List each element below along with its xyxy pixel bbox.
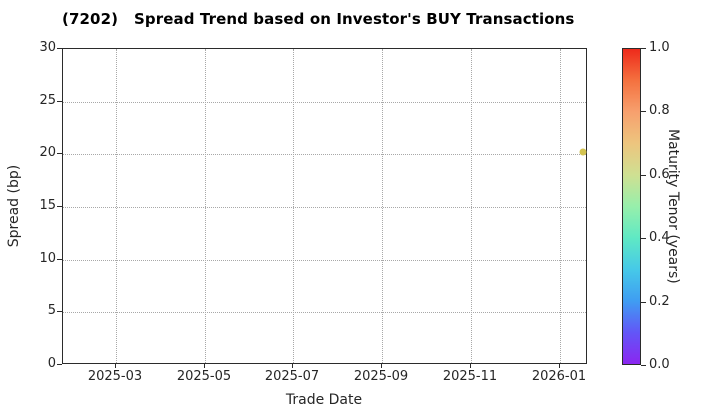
gridline-vertical [293, 49, 294, 363]
gridline-vertical [471, 49, 472, 363]
y-tick-label: 30 [39, 40, 56, 55]
colorbar-tick-label: 0.0 [649, 357, 670, 372]
y-tick-label: 5 [47, 303, 56, 318]
x-tick-label: 2025-05 [176, 369, 232, 384]
colorbar-gradient [622, 48, 641, 365]
colorbar-tick-label: 0.4 [649, 230, 670, 245]
plot-area [62, 48, 587, 364]
gridline-horizontal [63, 312, 586, 314]
y-tick-label: 25 [39, 93, 56, 108]
x-tick-label: 2025-03 [87, 369, 143, 384]
colorbar-tick-label: 0.6 [649, 167, 670, 182]
colorbar-tick-label: 0.2 [649, 294, 670, 309]
gridline-horizontal [63, 207, 586, 208]
y-tick-label: 15 [39, 198, 56, 213]
y-tick-mark [57, 311, 62, 313]
x-tick-label: 2025-09 [353, 369, 409, 384]
y-tick-mark [57, 258, 62, 260]
x-tick-label: 2025-07 [264, 369, 320, 384]
data-point [579, 148, 587, 156]
gridline-horizontal [63, 259, 586, 261]
x-tick-mark [292, 364, 293, 368]
x-tick-mark [559, 364, 560, 368]
colorbar-axis-label: Maturity Tenor (years) [665, 128, 681, 284]
chart-title: (7202) Spread Trend based on Investor's … [62, 10, 575, 28]
gridline-vertical [205, 49, 206, 363]
y-axis-label: Spread (bp) [6, 164, 22, 248]
x-tick-mark [115, 364, 116, 368]
y-tick-label: 0 [47, 356, 56, 371]
gridline-vertical [116, 49, 117, 363]
colorbar-tick-label: 1.0 [649, 40, 670, 55]
y-tick-label: 20 [39, 145, 56, 160]
y-tick-mark [57, 48, 62, 49]
x-axis-label: Trade Date [285, 392, 363, 408]
y-tick-mark [57, 153, 62, 155]
x-tick-label: 2025-11 [442, 369, 498, 384]
colorbar-tick-mark [641, 238, 646, 240]
x-tick-mark [204, 364, 205, 368]
y-tick-mark [57, 100, 62, 102]
x-tick-mark [470, 364, 471, 368]
gridline-horizontal [63, 101, 586, 103]
y-tick-mark [57, 206, 62, 207]
colorbar-tick-mark [641, 48, 646, 49]
y-tick-mark [57, 364, 62, 365]
x-tick-label: 2026-01 [531, 369, 587, 384]
gridline-vertical [560, 49, 561, 363]
y-tick-label: 10 [39, 251, 56, 266]
colorbar-tick-mark [641, 174, 646, 176]
colorbar-tick-label: 0.8 [649, 103, 670, 118]
gridline-horizontal [63, 154, 586, 156]
colorbar-tick-mark [641, 111, 646, 113]
x-tick-mark [381, 364, 382, 368]
colorbar-tick-mark [641, 365, 646, 366]
gridline-vertical [382, 49, 383, 363]
colorbar-tick-mark [641, 301, 646, 303]
